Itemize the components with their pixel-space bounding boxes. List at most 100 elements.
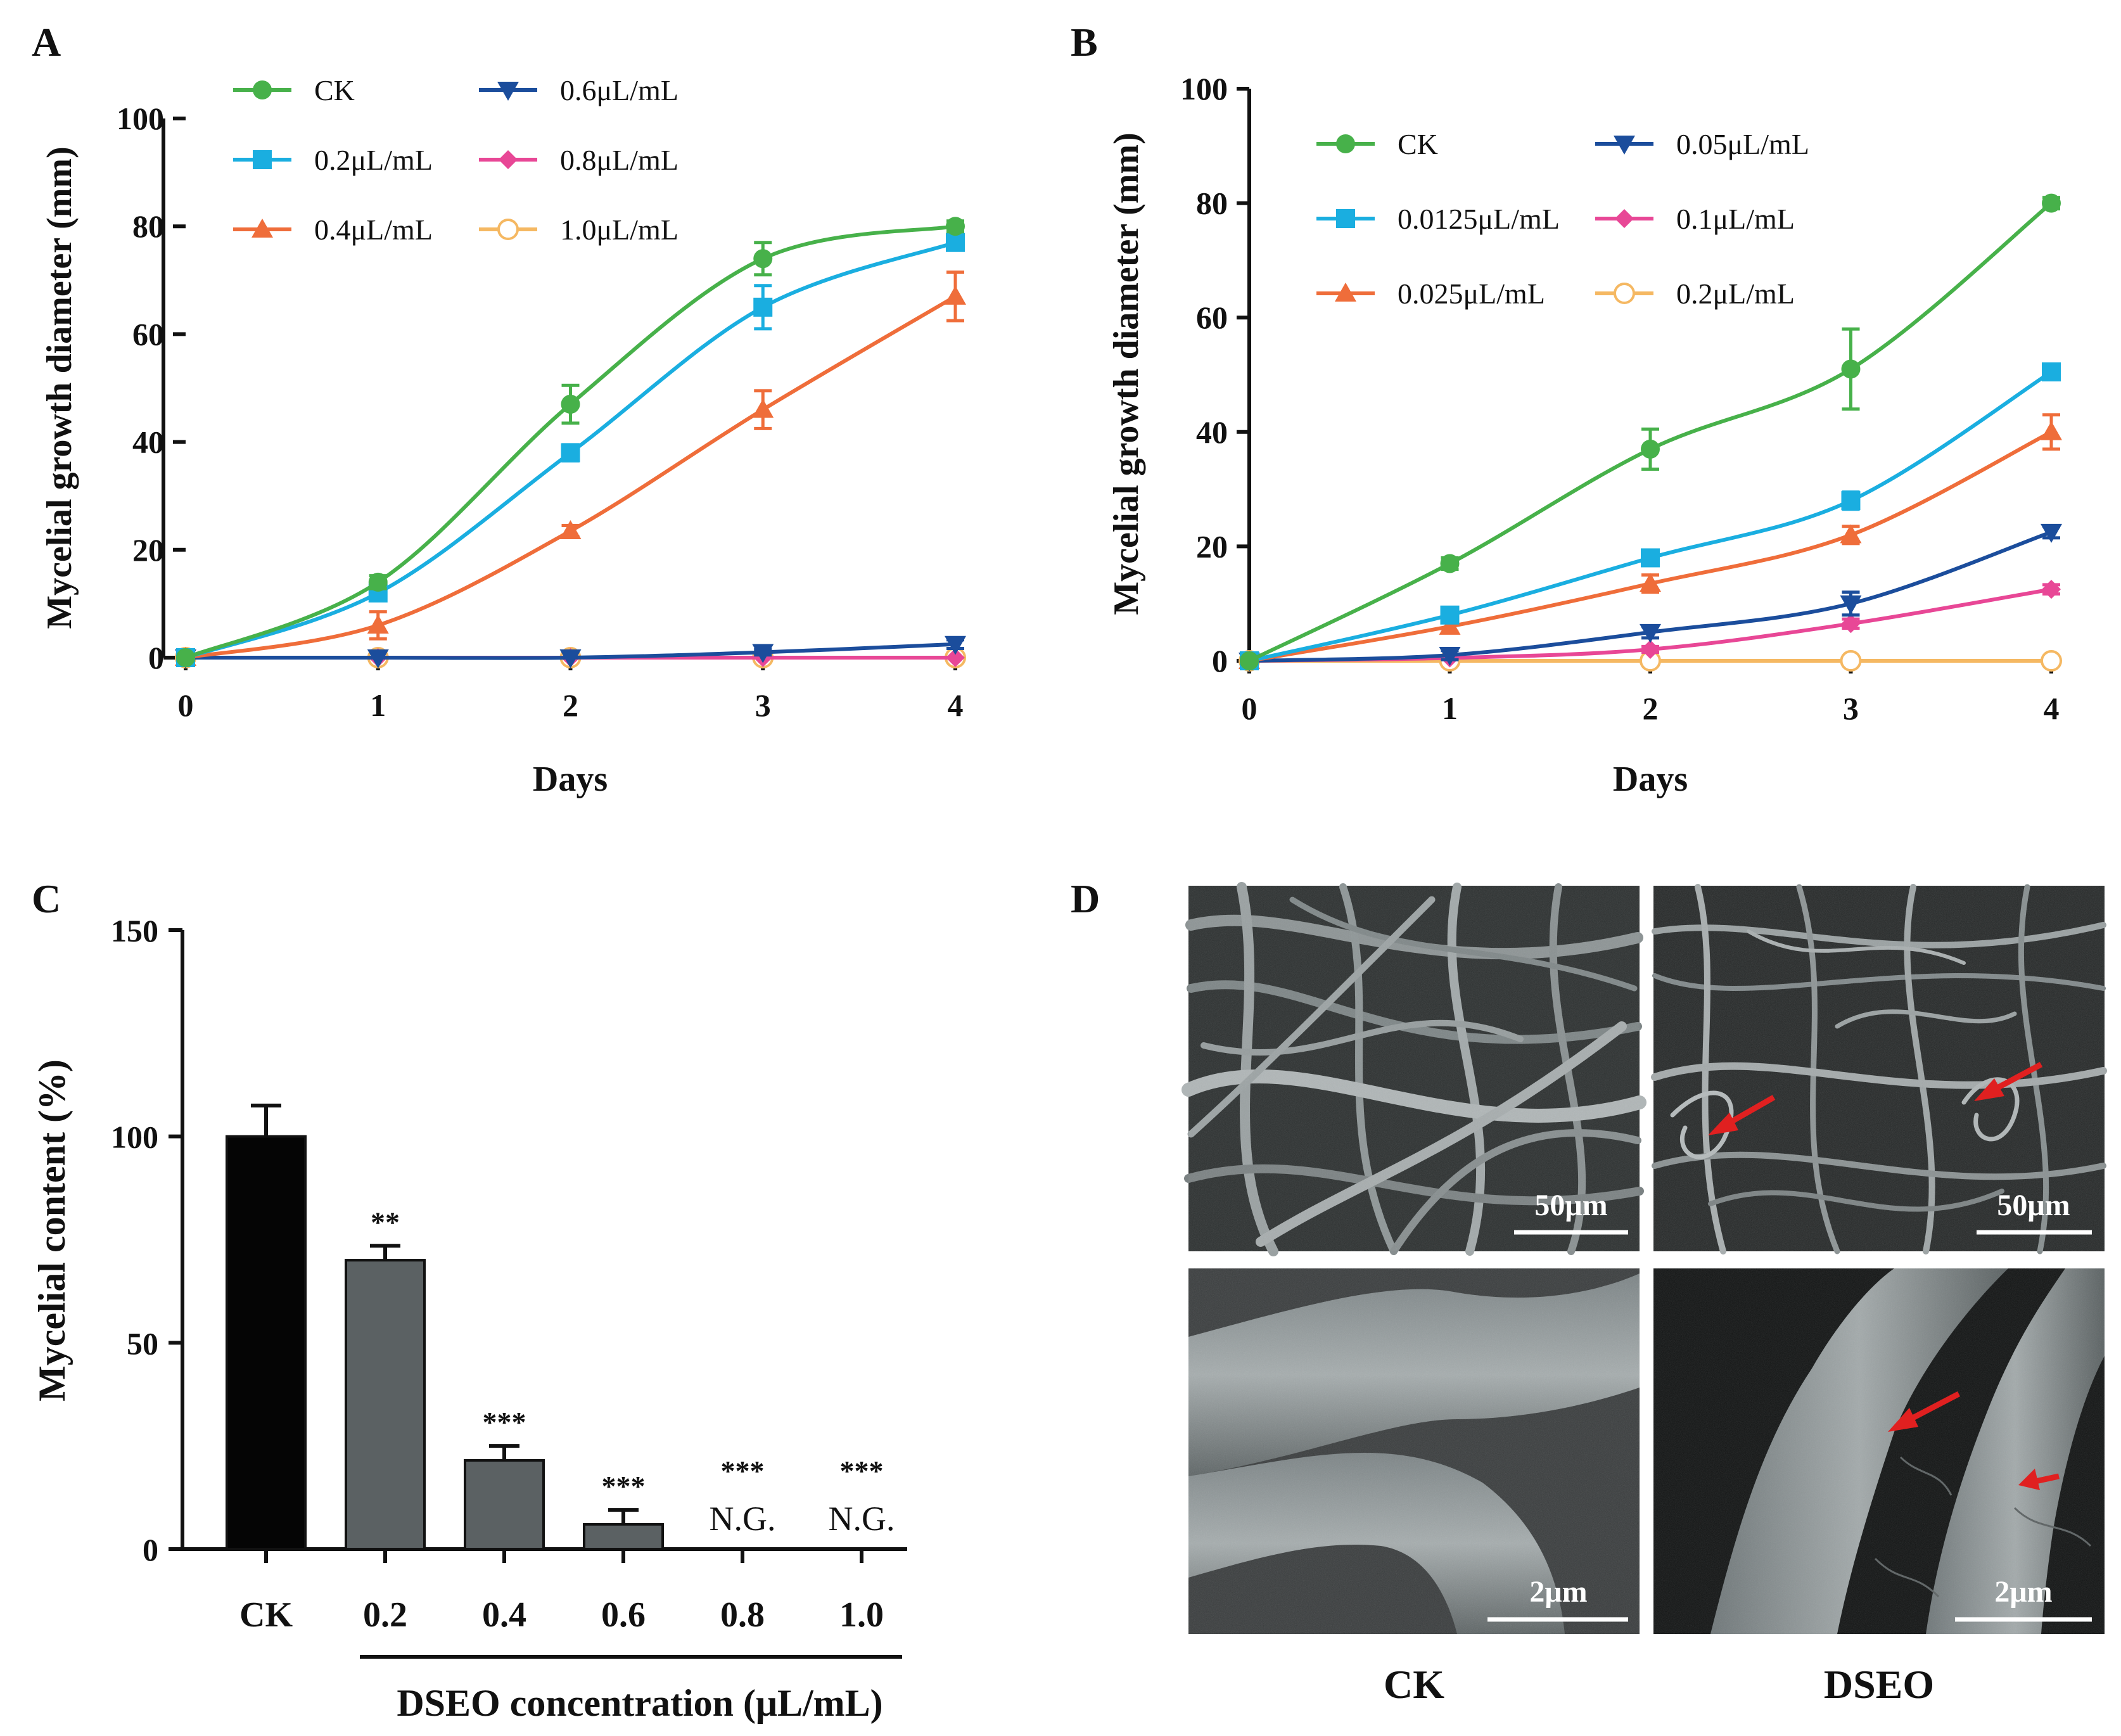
panel-letter-b: B [1071,20,1098,65]
scalebar-label-top-right: 50μm [1997,1189,2070,1222]
panel-a-y-tick-label: 0 [148,640,164,675]
panel-c-no-growth-label: N.G. [829,1500,895,1538]
panel-a-legend-label: 0.4μL/mL [314,214,433,246]
panel-a-data-point [752,644,774,663]
panel-b-data-point [1641,439,1660,459]
panel-b-y-tick-label: 80 [1196,186,1228,221]
panel-c-y-tick-label: 100 [111,1120,158,1155]
panel-a-data-point [946,648,965,667]
panel-a-x-tick-label: 0 [178,687,194,723]
panel-a-data-point [561,443,580,463]
panel-b-legend-label: 0.0125μL/mL [1398,203,1560,235]
panel-c-significance-label: *** [602,1470,646,1502]
panel-a-legend-marker [253,80,272,99]
panel-c-significance-label: ** [371,1206,400,1238]
panel-c-category-label: 0.2 [363,1595,407,1635]
red-arrow-icon [1974,1062,2043,1101]
panel-d-sem-images: 50μm [1182,882,2107,1707]
panel-b-data-point [1841,614,1861,634]
sem-caption-dseo: DSEO [1824,1662,1934,1707]
scalebar-label-bottom-right: 2μm [1994,1575,2052,1609]
panel-a-y-tick-label: 40 [132,424,164,460]
scalebar-label-top-left: 50μm [1534,1189,1607,1222]
panel-b-legend-marker [1336,134,1355,153]
panel-b-legend-label: CK [1398,128,1438,160]
panel-a-x-tick-label: 2 [563,687,578,723]
panel-b-y-tick-label: 40 [1196,414,1228,450]
panel-b-x-tick-label: 4 [2044,691,2060,726]
panel-a-data-point [368,572,388,592]
sem-image-ck-high: 2μm [1188,1268,1640,1634]
panel-a-legend-label: 1.0μL/mL [560,214,678,246]
panel-b-legend-marker [1335,283,1356,302]
panel-b-legend-marker [1614,136,1635,155]
panel-b-data-point [1440,554,1460,573]
panel-c-y-label: Mycelial content (%) [31,1059,73,1401]
panel-b-legend-marker [1614,283,1635,304]
panel-b-x-tick-label: 2 [1643,691,1659,726]
panel-b-data-point [2042,362,2061,381]
panel-b-y-tick-label: 0 [1212,643,1228,679]
panel-b-data-point [2041,421,2062,440]
panel-a-data-point [752,399,774,418]
panel-a-data-point [753,249,773,269]
panel-b-data-point [2041,523,2062,543]
panel-a-legend-label: 0.6μL/mL [560,74,678,106]
panel-a-data-point [753,297,773,317]
panel-b-data-point [1440,605,1460,625]
panel-b-x-tick-label: 3 [1843,691,1859,726]
panel-c-significance-label: *** [483,1406,526,1438]
panel-c-category-label: 1.0 [839,1595,884,1635]
panel-b-data-point [1640,623,1661,643]
panel-b-data-point [2042,193,2061,213]
panel-b-legend-marker [1615,209,1634,228]
panel-a-x-tick-label: 1 [370,687,386,723]
red-arrow-icon [2018,1469,2060,1490]
panel-b-data-point [1640,573,1661,592]
panel-a-y-tick-label: 80 [132,208,164,244]
panel-b-y-tick-label: 60 [1196,300,1228,335]
panel-c-category-label: 0.6 [601,1595,646,1635]
panel-b-data-point [2042,580,2061,599]
scalebar-label-bottom-left: 2μm [1529,1575,1587,1609]
sem-image-dseo-high: 2μm [1653,1268,2105,1634]
panel-b-data-point [2041,650,2062,672]
panel-b-y-label: Mycelial growth diameter (mm) [1107,132,1146,615]
panel-a-legend-marker [252,219,273,238]
panel-a-x-tick-label: 3 [755,687,771,723]
panel-b-legend-marker [1336,209,1355,228]
panel-letter-a: A [32,20,61,65]
panel-b-data-point [1641,639,1660,659]
panel-b-data-point [1841,491,1861,511]
panel-a-legend-label: CK [314,74,355,106]
panel-a-y-tick-label: 60 [132,316,164,352]
sem-image-dseo-low: 50μm [1651,884,2107,1254]
panel-b-x-label: Days [1613,760,1688,799]
panel-letter-d: D [1071,876,1100,921]
panel-a-data-point [559,520,582,540]
panel-c-bar [583,1522,664,1550]
panel-c-x-label: DSEO concentration (μL/mL) [397,1682,882,1724]
panel-c-category-label: CK [239,1595,293,1635]
panel-c-category-label: 0.4 [482,1595,526,1635]
panel-c-bar [464,1458,545,1551]
panel-b-data-point [1439,615,1461,635]
panel-a-line-chart: 0 20 40 60 80 100 0 1 2 3 4 CK 0.2μL/mL 0.4μL/mL 0.6μ… [40,74,966,799]
panel-b-legend-label: 0.05μL/mL [1676,128,1809,160]
panel-letter-c: C [32,876,61,921]
panel-a-data-point [176,648,195,667]
panel-c-category-label: 0.8 [720,1595,765,1635]
panel-b-data-point [1840,524,1862,544]
panel-a-data-point [367,649,389,668]
panel-a-y-tick-label: 20 [132,532,164,568]
panel-a-y-label: Mycelial growth diameter (mm) [40,146,79,629]
panel-b-line-chart: 0 20 40 60 80 100 0 1 2 3 4 CK 0.0125μL/mL 0.025μL/m… [1107,71,2062,799]
panel-a-data-point [945,285,966,305]
panel-a-data-point [561,395,580,414]
panel-b-legend-label: 0.025μL/mL [1398,278,1545,310]
panel-a-legend-label: 0.2μL/mL [314,144,433,176]
panel-c-bar [226,1135,307,1550]
panel-a-legend-marker [497,82,519,101]
